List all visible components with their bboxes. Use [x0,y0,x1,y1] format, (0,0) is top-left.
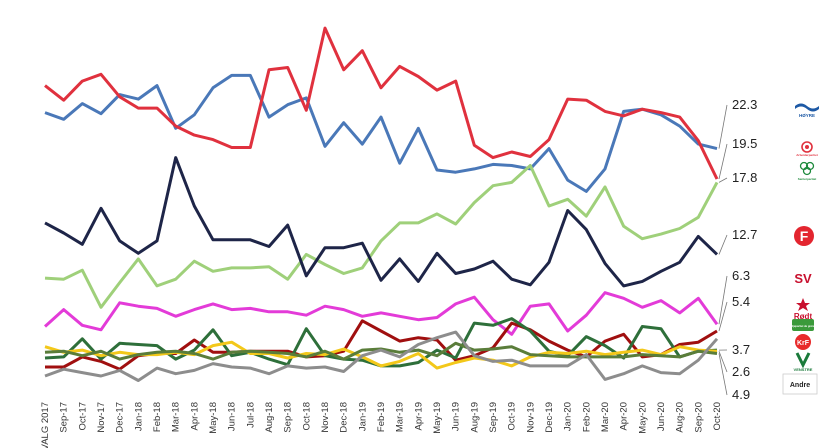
series-line-mdg [44,317,718,368]
x-tick-label: Sep-17 [59,402,70,433]
x-tick-label: Oct-17 [77,402,88,431]
logo-frp: F [794,226,814,246]
x-tick-label: Oct-19 [507,402,518,431]
end-value-label: 3.7 [732,342,750,357]
x-tick-label: Jul-18 [245,402,256,428]
x-tick-label: Feb-18 [152,402,163,432]
series-line-andre [44,330,719,382]
series-lines [43,26,719,382]
x-tick-label: Jun-20 [656,402,667,431]
x-tick-label: Feb-19 [376,402,387,432]
x-tick-label: Oct-18 [301,402,312,431]
x-tick-label: Dec-18 [339,402,350,433]
x-tick-label: Mar-18 [171,402,182,432]
x-tick-label: Aug-19 [469,402,480,433]
x-tick-label: Apr-18 [189,402,200,431]
logo-hoyre: HØYRE [795,103,819,118]
logo-sv-text: SV [794,271,812,286]
series-line-h-yre [44,73,718,193]
x-tick-label: Apr-19 [413,402,424,431]
x-tick-label: Jan-18 [133,402,144,431]
logo-sv: SV [794,271,812,286]
logo-hoyre-text: HØYRE [799,113,815,118]
logo-sp-text: Senterpartiet [798,177,817,181]
end-value-labels: 22.3 19.5 17.8 12.7 6.3 5.4 3.7 2.6 4.9 [718,97,757,402]
x-tick-label: Dec-17 [115,402,126,433]
logo-andre-text: Andre [790,382,810,389]
logo-frp-text: F [800,228,809,244]
x-tick-label: Dec-19 [544,402,555,433]
end-label-leader [718,301,728,332]
end-value-label: 19.5 [732,136,757,151]
x-tick-label: Mar-19 [395,402,406,432]
logo-ap: Arbeiderpartiet [796,141,818,157]
series-line-senterpartiet [44,164,719,309]
x-tick-label: Sep-20 [693,402,704,433]
logo-sp: Senterpartiet [798,161,817,181]
x-tick-label: Sep-18 [283,402,294,433]
end-label-leader [718,275,728,325]
x-tick-label: Nov-17 [96,402,107,433]
end-value-label: 5.4 [732,294,750,309]
logo-ap-text: Arbeiderpartiet [796,153,818,157]
x-tick-label: May-20 [637,402,648,434]
x-tick-label: Feb-20 [581,402,592,432]
x-tick-label: May-18 [208,402,219,434]
x-tick-label: Nov-19 [525,402,536,433]
logo-krf: KrF [795,334,811,350]
logo-venstre-text: VENSTRE [794,367,813,372]
end-value-label: 2.6 [732,364,750,379]
x-tick-label: Mar-20 [600,402,611,432]
logo-mdg-text: miljøpartiet de grønne [789,324,817,328]
logo-rodt: Rødt [794,298,813,321]
logo-mdg: miljøpartiet de grønne [789,319,817,331]
x-tick-label: Jan-20 [563,402,574,431]
end-label-leader [718,351,728,373]
end-label-leader [718,234,728,255]
series-line-sv [43,291,719,336]
end-value-label: 12.7 [732,227,757,242]
logo-krf-text: KrF [797,340,810,347]
x-tick-label: Aug-18 [264,402,275,433]
series-line-krf [44,340,718,370]
x-tick-label: Jun-19 [451,402,462,431]
x-tick-label: Nov-18 [320,402,331,433]
series-line-fremskrittspartiet [44,156,719,288]
x-tick-label: VALG 2017 [40,402,51,448]
end-value-label: 22.3 [732,97,757,112]
end-value-label: 6.3 [732,268,750,283]
end-label-leader [718,104,728,149]
end-label-leader [718,177,728,183]
x-tick-label: Jan-19 [357,402,368,431]
x-tick-label: May-19 [432,402,443,434]
series-line-arbeiderpartiet [44,26,719,180]
end-value-label: 4.9 [732,387,750,402]
end-value-label: 17.8 [732,170,757,185]
x-tick-label: Jun-18 [227,402,238,431]
logo-andre: Andre [782,373,818,395]
logo-rodt-text: Rødt [794,312,813,321]
x-axis-ticks: VALG 2017 Sep-17 Oct-17 Nov-17 Dec-17 Jan-18 F… [40,402,723,448]
x-tick-label: Sep-19 [488,402,499,433]
end-label-leader [718,143,728,180]
x-tick-label: Aug-20 [675,402,686,433]
x-tick-label: Apr-20 [619,402,630,431]
x-tick-label: Oct-20 [712,402,723,431]
end-label-leader [718,353,728,396]
logo-venstre: VENSTRE [794,352,813,372]
